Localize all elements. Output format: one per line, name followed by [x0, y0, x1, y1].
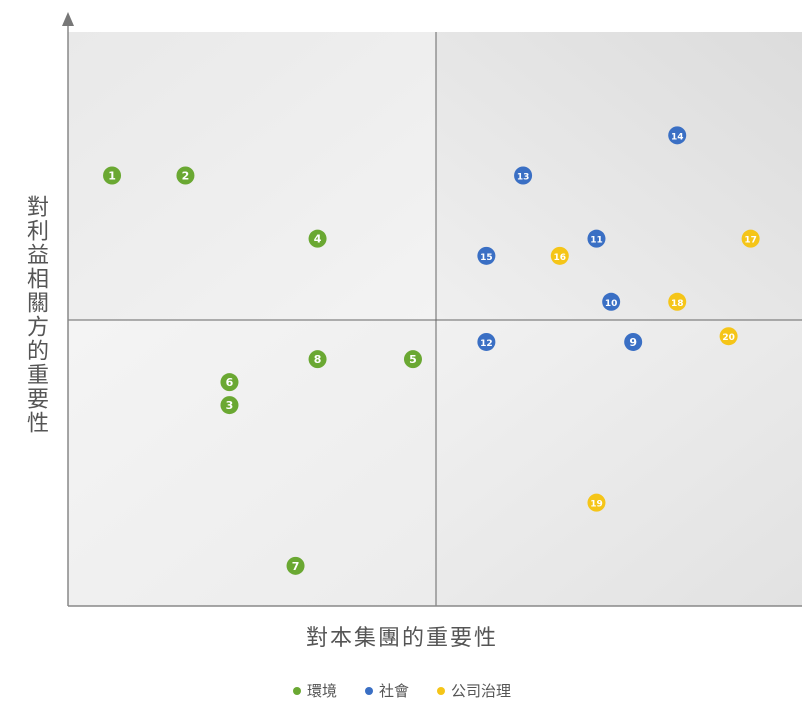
data-point-marker [668, 126, 687, 145]
data-point-label: 8 [314, 353, 322, 366]
data-point-marker [308, 229, 327, 248]
data-point-label: 19 [590, 500, 603, 510]
data-point: 12 [477, 332, 496, 351]
legend-marker-icon [292, 686, 301, 695]
data-point-marker [741, 229, 760, 248]
legend: 環境 社會 公司治理 [0, 680, 804, 701]
quadrant-bottom-left [68, 320, 436, 606]
legend-label: 環境 [306, 682, 337, 700]
legend-item: 環境 [292, 680, 337, 701]
data-point: 5 [403, 350, 422, 369]
data-point-label: 5 [409, 353, 417, 366]
data-point: 20 [719, 327, 738, 346]
data-point: 11 [587, 229, 606, 248]
legend-item: 公司治理 [437, 680, 511, 701]
data-point: 4 [308, 229, 327, 248]
data-point-marker [477, 246, 496, 265]
data-point-label: 14 [671, 132, 684, 142]
data-point: 1 [103, 166, 122, 185]
data-point-marker [176, 166, 195, 185]
data-point-label: 12 [480, 339, 493, 349]
data-point-label: 1 [108, 170, 116, 183]
data-point-marker [308, 350, 327, 369]
quadrant-bottom-right [436, 320, 802, 606]
data-point: 18 [668, 292, 687, 311]
data-point-marker [403, 350, 422, 369]
data-point-marker [220, 396, 239, 415]
data-point-label: 18 [671, 299, 684, 309]
data-point-marker [587, 229, 606, 248]
data-point-marker [514, 166, 533, 185]
data-point-label: 6 [226, 376, 234, 389]
data-point-marker [668, 292, 687, 311]
data-point-marker [587, 493, 606, 512]
quadrant-top-left [68, 32, 436, 320]
data-point-label: 16 [554, 253, 567, 263]
y-axis-arrow-icon [62, 12, 74, 26]
data-point: 13 [514, 166, 533, 185]
data-point-marker [286, 556, 305, 575]
x-axis-label: 對本集團的重要性 [305, 626, 498, 651]
data-point: 15 [477, 246, 496, 265]
data-point: 17 [741, 229, 760, 248]
data-point-marker [550, 246, 569, 265]
data-point: 3 [220, 396, 239, 415]
data-point: 19 [587, 493, 606, 512]
data-point-marker [719, 327, 738, 346]
data-point-marker [624, 332, 643, 351]
data-point-label: 9 [629, 336, 637, 349]
data-point: 9 [624, 332, 643, 351]
data-point: 2 [176, 166, 195, 185]
data-point-label: 3 [226, 399, 234, 412]
data-point: 10 [602, 292, 621, 311]
y-axis-label: 對利益相關方的重要性 [23, 195, 48, 435]
legend-item: 社會 [364, 680, 409, 701]
data-point: 16 [550, 246, 569, 265]
data-point: 14 [668, 126, 687, 145]
legend-marker-icon [364, 686, 373, 695]
legend-label: 公司治理 [451, 682, 512, 700]
data-point: 6 [220, 373, 239, 392]
data-point-label: 2 [182, 170, 190, 183]
data-point-label: 13 [517, 173, 530, 183]
data-point-marker [602, 292, 621, 311]
data-point-label: 20 [722, 333, 735, 343]
data-point-marker [103, 166, 122, 185]
data-point-label: 17 [744, 236, 757, 246]
data-point-label: 4 [314, 233, 322, 246]
data-point-marker [220, 373, 239, 392]
data-point-label: 7 [292, 560, 300, 573]
y-axis-label-wrap: 對利益相關方的重要性 [10, 155, 60, 475]
data-point: 8 [308, 350, 327, 369]
quadrant-top-right [436, 32, 802, 320]
data-point: 7 [286, 556, 305, 575]
data-point-marker [477, 332, 496, 351]
legend-label: 社會 [378, 682, 409, 700]
data-point-label: 10 [605, 299, 618, 309]
data-point-label: 15 [480, 253, 493, 263]
legend-marker-icon [437, 686, 445, 695]
data-point-label: 11 [590, 236, 603, 246]
